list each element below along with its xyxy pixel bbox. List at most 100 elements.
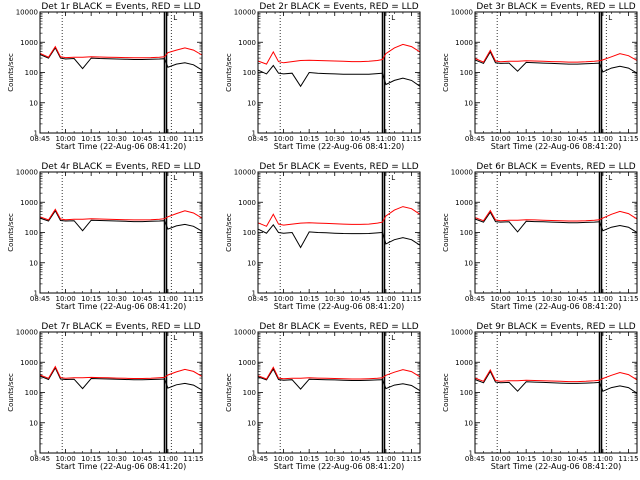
x-tick-label: 08:45 <box>248 455 268 463</box>
x-tick-label: 11:15 <box>401 135 421 143</box>
series-line-lld <box>257 43 421 65</box>
x-tick-label: 10:30 <box>542 455 562 463</box>
x-axis-label: Start Time (22-Aug-06 08:41:20) <box>491 302 622 311</box>
y-tick-label: 1000 <box>455 359 473 367</box>
box-marker-label: L <box>391 334 395 342</box>
x-tick-label: 11:00 <box>158 295 178 303</box>
y-tick-label: 10000 <box>234 9 256 17</box>
x-tick-label: 11:15 <box>183 295 203 303</box>
y-tick-label: 10000 <box>451 329 473 337</box>
panel-6: Det 6r BLACK = Events, RED = LLD 1 10 100 10… <box>442 162 639 311</box>
x-tick-label: 10:45 <box>567 455 587 463</box>
y-tick-label: 1 <box>252 290 256 298</box>
y-axis-label: Counts/sec <box>7 53 15 92</box>
x-axis-label: Start Time (22-Aug-06 08:41:20) <box>56 302 187 311</box>
x-tick-label: 08:45 <box>465 295 485 303</box>
y-tick-label: 100 <box>243 389 256 397</box>
box-marker-label: L <box>173 174 177 182</box>
x-tick-label: 08:45 <box>465 135 485 143</box>
plot-frame <box>474 11 638 134</box>
x-tick-label: 10:15 <box>516 135 536 143</box>
y-tick-label: 10 <box>247 99 256 107</box>
panel-title: Det 4r BLACK = Events, RED = LLD <box>41 162 200 172</box>
series-line-events <box>257 367 421 392</box>
panel-title: Det 9r BLACK = Events, RED = LLD <box>476 322 635 332</box>
plot-frame <box>39 171 203 294</box>
panel-9: Det 9r BLACK = Events, RED = LLD 1 10 100 10… <box>442 322 639 471</box>
y-tick-label: 1000 <box>455 199 473 207</box>
box-marker-label: L <box>608 174 612 182</box>
x-tick-label: 11:00 <box>593 455 613 463</box>
y-axis-label: Counts/sec <box>7 213 15 252</box>
x-tick-label: 10:15 <box>299 135 319 143</box>
y-tick-label: 10000 <box>451 169 473 177</box>
series-line-events <box>257 223 421 249</box>
x-tick-label: 11:15 <box>183 455 203 463</box>
plot-frame <box>257 331 421 454</box>
y-tick-label: 100 <box>460 229 473 237</box>
series-line-lld <box>474 49 638 63</box>
x-tick-label: 11:00 <box>593 135 613 143</box>
y-tick-label: 1000 <box>238 39 256 47</box>
y-tick-label: 1000 <box>20 39 38 47</box>
panel-title: Det 6r BLACK = Events, RED = LLD <box>476 162 635 172</box>
y-tick-label: 1 <box>469 450 473 458</box>
y-tick-label: 1000 <box>20 199 38 207</box>
y-tick-label: 1 <box>252 130 256 138</box>
x-tick-label: 10:00 <box>55 295 75 303</box>
series-line-events <box>474 370 638 394</box>
y-axis-label: Counts/sec <box>225 373 233 412</box>
x-tick-label: 08:45 <box>248 295 268 303</box>
x-axis-label: Start Time (22-Aug-06 08:41:20) <box>274 462 405 471</box>
x-tick-label: 08:45 <box>465 455 485 463</box>
panel-title: Det 7r BLACK = Events, RED = LLD <box>41 322 200 332</box>
x-tick-label: 10:15 <box>299 455 319 463</box>
x-tick-label: 10:00 <box>273 455 293 463</box>
box-marker-label: L <box>173 14 177 22</box>
x-tick-label: 10:45 <box>132 135 152 143</box>
x-tick-label: 10:30 <box>107 455 127 463</box>
panel-title: Det 5r BLACK = Events, RED = LLD <box>259 162 418 172</box>
y-axis-label: Counts/sec <box>7 373 15 412</box>
box-marker-label: L <box>173 334 177 342</box>
series-line-lld <box>474 368 638 383</box>
plot-frame <box>474 331 638 454</box>
x-tick-label: 11:15 <box>618 135 638 143</box>
x-tick-label: 10:45 <box>350 295 370 303</box>
y-tick-label: 1 <box>252 450 256 458</box>
y-tick-label: 1 <box>34 290 38 298</box>
y-tick-label: 10 <box>464 99 473 107</box>
x-axis-label: Start Time (22-Aug-06 08:41:20) <box>56 462 187 471</box>
x-tick-label: 10:45 <box>567 135 587 143</box>
x-tick-label: 10:15 <box>81 455 101 463</box>
x-tick-label: 10:15 <box>81 135 101 143</box>
plot-frame <box>257 171 421 294</box>
y-tick-label: 100 <box>243 229 256 237</box>
series-line-lld <box>474 209 638 222</box>
panel-4: Det 4r BLACK = Events, RED = LLD 1 10 100 10… <box>7 162 204 311</box>
panel-title: Det 3r BLACK = Events, RED = LLD <box>476 2 635 12</box>
x-tick-label: 10:45 <box>350 135 370 143</box>
x-tick-label: 10:30 <box>325 455 345 463</box>
series-line-lld <box>39 208 203 221</box>
y-axis-label: Counts/sec <box>225 213 233 252</box>
x-tick-label: 11:00 <box>376 455 396 463</box>
series-line-lld <box>257 206 421 227</box>
y-tick-label: 1000 <box>238 199 256 207</box>
x-tick-label: 11:15 <box>401 455 421 463</box>
y-tick-label: 10 <box>247 419 256 427</box>
panel-7: Det 7r BLACK = Events, RED = LLD 1 10 100 10… <box>7 322 204 471</box>
series-line-lld <box>39 45 203 59</box>
y-tick-label: 1 <box>34 450 38 458</box>
y-tick-label: 10 <box>464 259 473 267</box>
x-tick-label: 10:45 <box>350 455 370 463</box>
x-tick-label: 10:45 <box>567 295 587 303</box>
y-tick-label: 10 <box>29 259 38 267</box>
x-tick-label: 10:00 <box>55 135 75 143</box>
x-tick-label: 10:15 <box>516 295 536 303</box>
plot-frame <box>257 11 421 134</box>
panel-1: Det 1r BLACK = Events, RED = LLD 1 10 100 10… <box>7 2 204 151</box>
y-tick-label: 10 <box>29 419 38 427</box>
series-line-events <box>474 50 638 74</box>
y-tick-label: 100 <box>25 229 38 237</box>
